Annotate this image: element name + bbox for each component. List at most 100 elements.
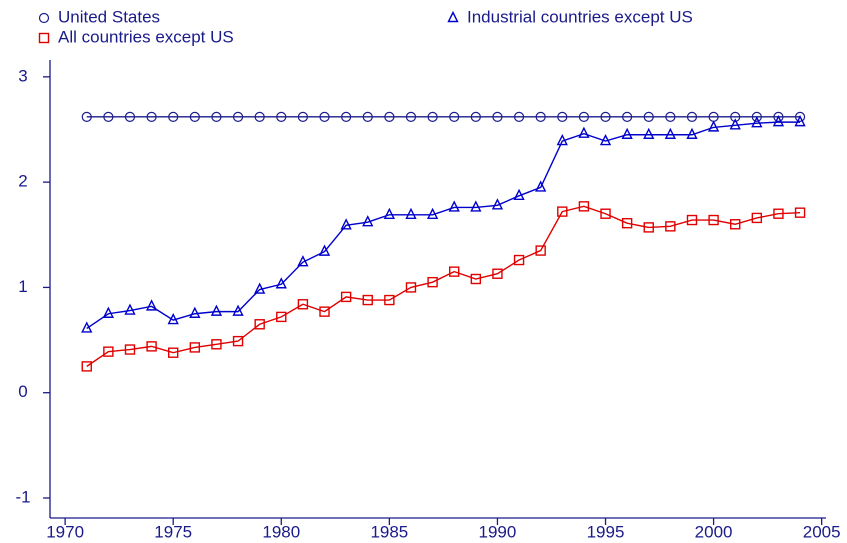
marker — [449, 111, 460, 122]
marker — [729, 118, 741, 130]
marker — [686, 111, 698, 122]
marker — [167, 312, 179, 325]
marker — [664, 127, 677, 139]
marker — [210, 304, 223, 316]
marker — [686, 214, 698, 226]
marker — [232, 111, 244, 122]
marker — [145, 299, 158, 311]
legend-marker — [38, 12, 50, 24]
x-tick-label: 1990 — [479, 522, 517, 541]
y-tick-label: 0 — [18, 382, 27, 401]
marker — [103, 111, 114, 122]
marker — [340, 218, 352, 230]
marker — [146, 111, 157, 122]
marker — [448, 200, 460, 212]
marker — [535, 111, 546, 122]
marker — [513, 188, 525, 201]
marker — [427, 111, 438, 122]
marker — [362, 215, 374, 227]
marker — [686, 127, 698, 139]
x-tick-label: 1995 — [587, 522, 625, 541]
marker — [513, 254, 525, 266]
marker — [535, 180, 547, 192]
y-tick-label: -1 — [15, 487, 30, 506]
marker — [189, 111, 200, 122]
marker — [449, 266, 460, 277]
marker — [794, 207, 806, 218]
marker — [557, 111, 568, 122]
marker — [751, 111, 762, 122]
marker — [492, 268, 503, 279]
marker — [232, 304, 244, 316]
marker — [599, 134, 612, 146]
marker — [254, 282, 266, 294]
marker — [124, 344, 136, 355]
marker — [103, 346, 114, 357]
marker — [556, 134, 568, 146]
marker — [384, 111, 395, 122]
marker — [708, 214, 719, 226]
marker — [730, 111, 741, 122]
marker — [665, 221, 676, 232]
marker — [81, 361, 92, 372]
marker — [427, 276, 438, 288]
marker — [751, 212, 763, 224]
marker — [297, 299, 309, 310]
legend-label: Industrial countries except US — [467, 7, 693, 26]
marker — [707, 120, 720, 132]
marker — [405, 282, 417, 293]
marker — [405, 111, 417, 122]
marker — [470, 111, 481, 122]
marker — [600, 111, 611, 122]
marker — [578, 111, 590, 122]
marker — [643, 127, 655, 139]
legend-label: All countries except US — [58, 27, 234, 46]
marker — [773, 208, 784, 219]
marker — [276, 111, 287, 122]
marker — [81, 111, 92, 122]
marker — [362, 111, 373, 122]
marker — [470, 200, 482, 212]
marker — [665, 111, 676, 122]
marker — [730, 219, 741, 230]
marker — [276, 311, 287, 323]
marker — [211, 111, 222, 122]
marker — [124, 303, 136, 315]
marker — [384, 294, 395, 306]
marker — [643, 222, 654, 233]
marker — [254, 111, 265, 122]
marker — [470, 273, 482, 285]
marker — [426, 207, 439, 219]
marker — [319, 306, 330, 317]
marker — [189, 342, 201, 353]
marker — [146, 341, 157, 352]
marker — [405, 207, 417, 219]
legend-marker — [447, 10, 459, 23]
x-tick-label: 1985 — [370, 522, 408, 541]
marker — [254, 319, 265, 330]
x-tick-label: 1980 — [262, 522, 300, 541]
y-tick-label: 1 — [18, 277, 27, 296]
marker — [578, 126, 590, 138]
marker — [275, 277, 287, 289]
y-tick-label: 3 — [18, 66, 27, 85]
marker — [621, 127, 633, 139]
marker — [600, 208, 611, 219]
marker — [362, 294, 373, 306]
marker — [297, 111, 309, 122]
marker — [643, 111, 654, 122]
x-tick-label: 2000 — [695, 522, 733, 541]
marker — [491, 198, 504, 210]
marker — [189, 306, 201, 318]
marker — [513, 111, 525, 122]
marker — [794, 115, 806, 127]
x-tick-label: 2005 — [803, 522, 841, 541]
marker — [621, 217, 633, 229]
legend-label: United States — [58, 7, 160, 26]
marker — [578, 201, 590, 212]
marker — [557, 206, 568, 217]
marker — [232, 335, 244, 347]
x-tick-label: 1975 — [154, 522, 192, 541]
marker — [751, 116, 763, 128]
